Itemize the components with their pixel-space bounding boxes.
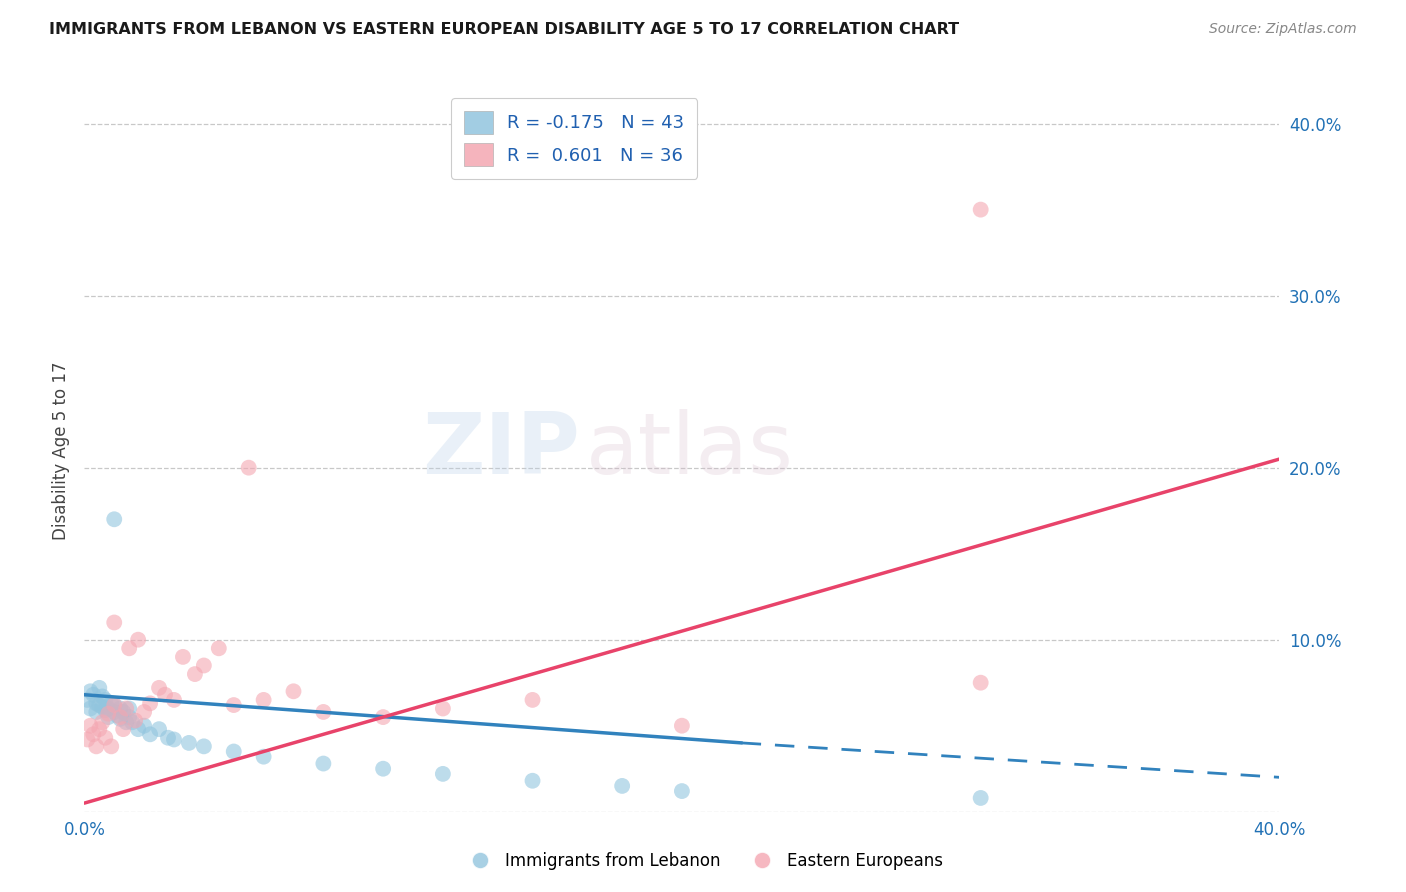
Point	[238, 460, 260, 475]
Point	[103, 698, 125, 712]
Point	[100, 696, 122, 710]
Point	[82, 727, 104, 741]
Point	[163, 732, 186, 747]
Point	[79, 701, 101, 715]
Point	[94, 731, 117, 745]
Point	[157, 731, 180, 745]
Point	[253, 749, 276, 764]
Point	[115, 701, 138, 715]
Point	[139, 727, 162, 741]
Point	[79, 684, 101, 698]
Point	[118, 710, 141, 724]
Point	[110, 701, 132, 715]
Point	[432, 701, 454, 715]
Point	[163, 693, 186, 707]
Point	[112, 722, 135, 736]
Point	[91, 690, 114, 704]
Point	[97, 701, 120, 715]
Point	[373, 710, 395, 724]
Legend: Immigrants from Lebanon, Eastern Europeans: Immigrants from Lebanon, Eastern Europea…	[457, 846, 949, 877]
Point	[100, 739, 122, 754]
Point	[103, 705, 125, 719]
Point	[312, 705, 335, 719]
Point	[89, 681, 111, 695]
Point	[124, 714, 146, 728]
Point	[671, 719, 693, 733]
Point	[970, 202, 993, 217]
Point	[118, 701, 141, 715]
Point	[222, 744, 245, 758]
Point	[132, 719, 156, 733]
Point	[121, 715, 143, 730]
Point	[148, 722, 170, 736]
Point	[208, 641, 231, 656]
Point	[79, 719, 101, 733]
Point	[89, 722, 111, 736]
Point	[127, 632, 149, 647]
Text: atlas: atlas	[586, 409, 794, 492]
Point	[118, 641, 141, 656]
Point	[139, 696, 162, 710]
Point	[110, 712, 132, 726]
Point	[89, 698, 111, 712]
Point	[115, 715, 138, 730]
Y-axis label: Disability Age 5 to 17: Disability Age 5 to 17	[52, 361, 70, 540]
Point	[432, 767, 454, 781]
Text: Source: ZipAtlas.com: Source: ZipAtlas.com	[1209, 22, 1357, 37]
Point	[86, 696, 108, 710]
Point	[97, 710, 120, 724]
Point	[177, 736, 200, 750]
Point	[76, 732, 98, 747]
Point	[103, 698, 125, 712]
Point	[373, 762, 395, 776]
Point	[94, 693, 117, 707]
Point	[103, 512, 125, 526]
Text: ZIP: ZIP	[423, 409, 581, 492]
Text: IMMIGRANTS FROM LEBANON VS EASTERN EUROPEAN DISABILITY AGE 5 TO 17 CORRELATION C: IMMIGRANTS FROM LEBANON VS EASTERN EUROP…	[49, 22, 959, 37]
Point	[103, 615, 125, 630]
Point	[312, 756, 335, 771]
Point	[222, 698, 245, 712]
Point	[612, 779, 634, 793]
Point	[522, 773, 544, 788]
Point	[193, 739, 215, 754]
Point	[970, 675, 993, 690]
Point	[522, 693, 544, 707]
Point	[91, 715, 114, 730]
Point	[112, 705, 135, 719]
Point	[86, 705, 108, 719]
Legend: R = -0.175   N = 43, R =  0.601   N = 36: R = -0.175 N = 43, R = 0.601 N = 36	[451, 98, 697, 179]
Point	[148, 681, 170, 695]
Point	[193, 658, 215, 673]
Point	[253, 693, 276, 707]
Point	[91, 699, 114, 714]
Point	[671, 784, 693, 798]
Point	[105, 708, 128, 723]
Point	[86, 739, 108, 754]
Point	[76, 693, 98, 707]
Point	[283, 684, 305, 698]
Point	[110, 710, 132, 724]
Point	[94, 703, 117, 717]
Point	[82, 688, 104, 702]
Point	[184, 667, 207, 681]
Point	[970, 791, 993, 805]
Point	[127, 722, 149, 736]
Point	[97, 706, 120, 721]
Point	[132, 705, 156, 719]
Point	[172, 649, 194, 664]
Point	[153, 688, 176, 702]
